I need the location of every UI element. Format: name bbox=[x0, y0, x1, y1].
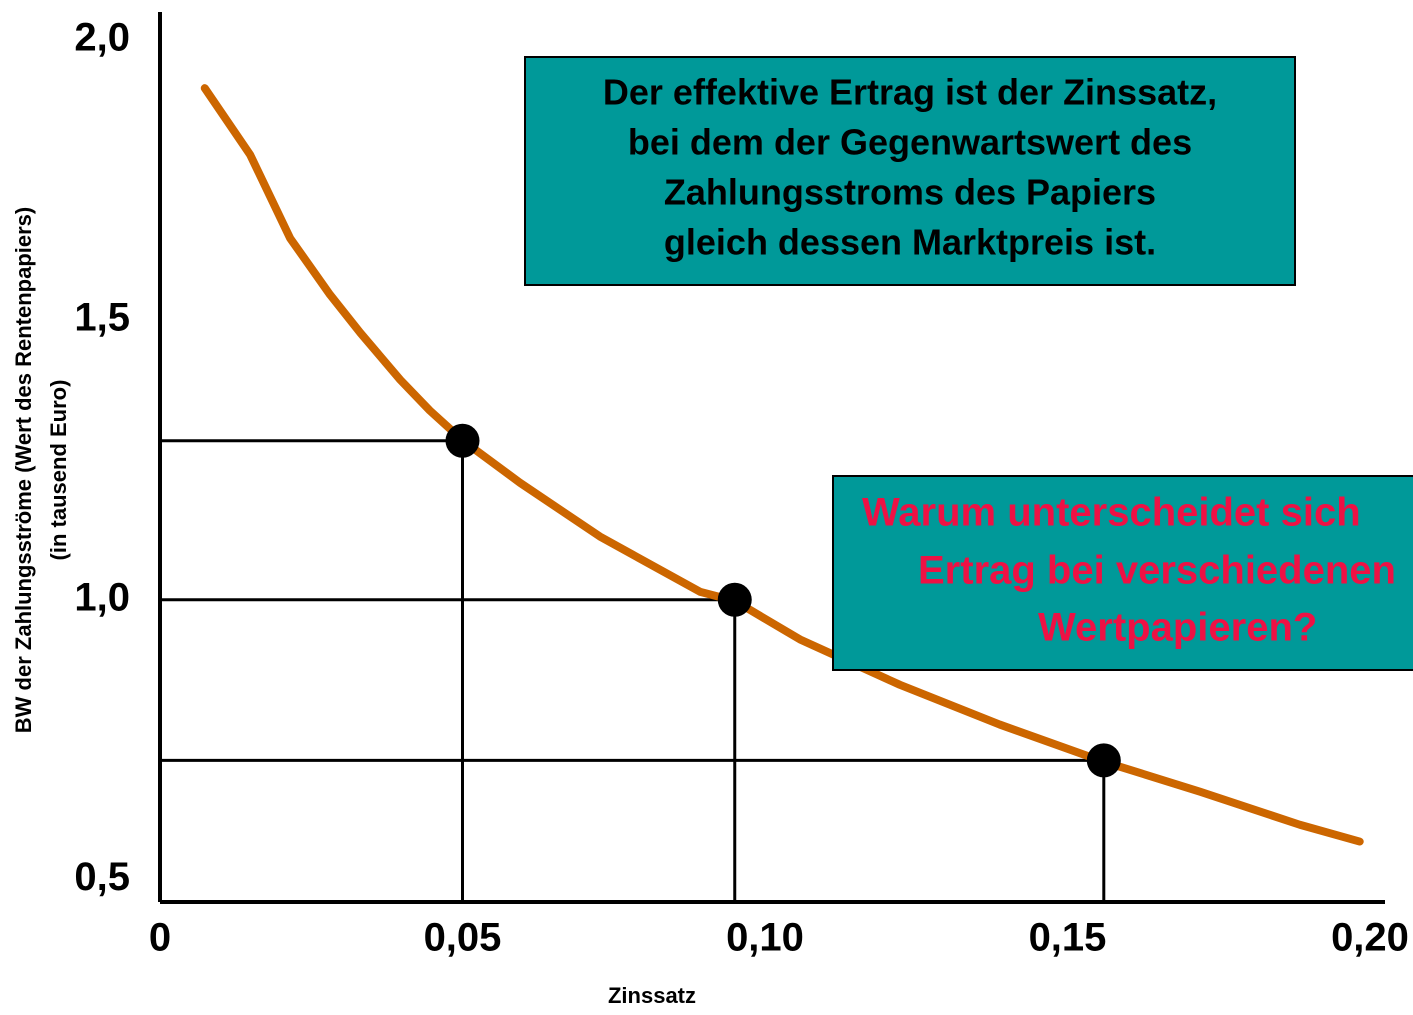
x-tick-label: 0 bbox=[149, 916, 171, 960]
y-tick-label: 2,0 bbox=[74, 16, 130, 60]
annotation-text: Warum unterscheidet sich bbox=[862, 491, 1361, 535]
x-tick-label: 0,10 bbox=[726, 916, 804, 960]
annotation-box bbox=[524, 56, 1296, 286]
x-axis-label: Zinssatz bbox=[608, 983, 696, 1008]
annotation-text: gleich dessen Marktpreis ist. bbox=[664, 222, 1156, 263]
y-tick-label: 1,0 bbox=[74, 575, 130, 619]
x-tick-label: 0,15 bbox=[1029, 916, 1107, 960]
y-axis-label: BW der Zahlungsströme (Wert des Rentenpa… bbox=[11, 207, 36, 733]
annotation-text: bei dem der Gegenwartswert des bbox=[628, 122, 1192, 163]
x-tick-label: 0,05 bbox=[424, 916, 502, 960]
y-tick-label: 1,5 bbox=[74, 295, 130, 339]
point bbox=[445, 423, 480, 458]
annotation-text: Wertpapieren? bbox=[1038, 606, 1317, 650]
annotation-text: Ertrag bei verschiedenen bbox=[918, 549, 1396, 593]
point bbox=[1086, 743, 1121, 778]
y-tick-label: 0,5 bbox=[74, 855, 130, 899]
annotation-text: Der effektive Ertrag ist der Zinssatz, bbox=[603, 72, 1217, 113]
y-axis-label: (in tausend Euro) bbox=[46, 380, 71, 561]
point bbox=[717, 582, 752, 617]
x-tick-label: 0,20 bbox=[1331, 916, 1409, 960]
annotation-text: Zahlungsstroms des Papiers bbox=[664, 172, 1156, 213]
annotation-box bbox=[832, 475, 1413, 671]
